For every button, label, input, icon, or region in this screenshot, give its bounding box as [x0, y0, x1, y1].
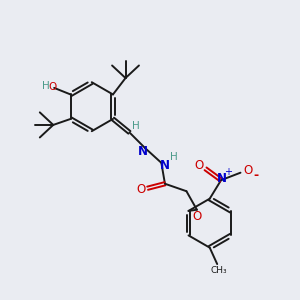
Text: CH₃: CH₃: [210, 266, 227, 275]
Text: N: N: [138, 145, 148, 158]
Text: H: H: [170, 152, 178, 163]
Text: N: N: [217, 172, 227, 185]
Text: -: -: [254, 169, 259, 182]
Text: N: N: [160, 159, 170, 172]
Text: O: O: [193, 210, 202, 223]
Text: H: H: [132, 121, 140, 131]
Text: O: O: [136, 183, 146, 196]
Text: O: O: [243, 164, 253, 177]
Text: +: +: [224, 167, 232, 177]
Text: O: O: [48, 82, 56, 92]
Text: O: O: [194, 159, 204, 172]
Text: H: H: [42, 80, 50, 91]
